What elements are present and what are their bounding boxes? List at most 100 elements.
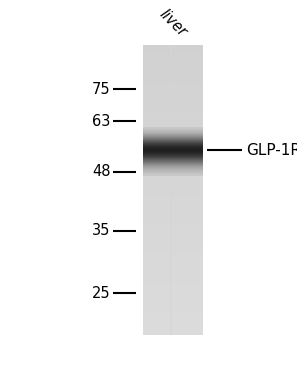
Text: liver: liver — [156, 6, 189, 39]
Bar — [143, 149, 203, 152]
Bar — [143, 202, 203, 205]
Bar — [143, 294, 203, 297]
Bar — [143, 288, 203, 291]
Bar — [143, 242, 203, 245]
Bar — [143, 199, 203, 202]
Bar — [143, 117, 203, 120]
Bar — [143, 54, 203, 57]
Bar — [143, 222, 203, 224]
Bar — [143, 147, 203, 149]
Bar — [143, 178, 203, 181]
Bar — [143, 91, 203, 94]
Bar — [143, 100, 203, 103]
Bar — [143, 280, 203, 282]
Bar — [143, 323, 203, 326]
Bar — [143, 132, 203, 135]
Bar — [143, 274, 203, 277]
Bar — [143, 187, 203, 190]
Bar — [143, 233, 203, 236]
Bar — [143, 271, 203, 274]
Bar — [143, 196, 203, 199]
Text: 48: 48 — [92, 164, 111, 179]
Bar — [143, 291, 203, 294]
Bar — [143, 262, 203, 265]
Bar — [143, 152, 203, 155]
Bar — [143, 329, 203, 332]
Bar — [143, 306, 203, 309]
Bar — [143, 253, 203, 256]
Bar — [143, 112, 203, 115]
Bar — [143, 265, 203, 268]
Bar — [143, 161, 203, 164]
Bar — [143, 158, 203, 161]
Text: GLP-1R: GLP-1R — [247, 143, 297, 158]
Bar — [143, 256, 203, 259]
Bar — [143, 60, 203, 62]
Bar — [143, 141, 203, 144]
Bar — [143, 106, 203, 109]
Bar — [143, 129, 203, 132]
Bar — [143, 248, 203, 251]
Bar — [143, 317, 203, 320]
Bar — [143, 259, 203, 262]
Bar — [143, 123, 203, 126]
Bar — [143, 86, 203, 89]
Bar — [143, 65, 203, 68]
Text: 35: 35 — [92, 223, 111, 238]
Bar — [143, 207, 203, 210]
Bar — [143, 126, 203, 129]
Bar — [143, 239, 203, 242]
Bar — [143, 77, 203, 80]
Bar — [143, 268, 203, 271]
Bar — [143, 175, 203, 178]
Bar — [143, 51, 203, 54]
Bar — [143, 181, 203, 184]
Bar — [143, 97, 203, 100]
Bar — [143, 230, 203, 233]
Bar — [143, 205, 203, 207]
Bar — [143, 245, 203, 248]
Bar — [143, 332, 203, 335]
Bar — [143, 144, 203, 147]
Bar — [143, 170, 203, 173]
Bar — [143, 184, 203, 187]
Bar — [143, 309, 203, 311]
Bar — [143, 71, 203, 74]
Bar — [143, 311, 203, 314]
Text: 63: 63 — [92, 114, 111, 129]
Bar — [143, 62, 203, 65]
Bar — [143, 297, 203, 300]
Bar — [143, 68, 203, 71]
Bar — [143, 210, 203, 213]
Bar — [143, 227, 203, 230]
Bar — [143, 83, 203, 86]
Bar — [143, 164, 203, 167]
Text: 75: 75 — [92, 82, 111, 97]
Text: 25: 25 — [92, 286, 111, 301]
Bar — [143, 282, 203, 285]
Bar — [143, 277, 203, 280]
Bar — [143, 74, 203, 77]
Bar — [143, 135, 203, 138]
Bar — [143, 303, 203, 306]
Bar — [143, 173, 203, 175]
Bar — [170, 45, 172, 335]
Bar — [143, 80, 203, 83]
Bar — [143, 155, 203, 158]
Bar — [143, 213, 203, 216]
Bar — [143, 103, 203, 106]
Bar — [143, 94, 203, 97]
Bar — [143, 190, 203, 193]
Bar — [143, 326, 203, 329]
Bar — [143, 314, 203, 317]
Bar — [143, 48, 203, 51]
Bar — [143, 219, 203, 222]
Bar — [143, 193, 203, 196]
Bar — [143, 138, 203, 141]
Bar — [143, 109, 203, 112]
Bar — [143, 224, 203, 227]
Bar — [143, 320, 203, 323]
Bar — [143, 89, 203, 91]
Bar — [143, 45, 203, 48]
Bar — [143, 236, 203, 239]
